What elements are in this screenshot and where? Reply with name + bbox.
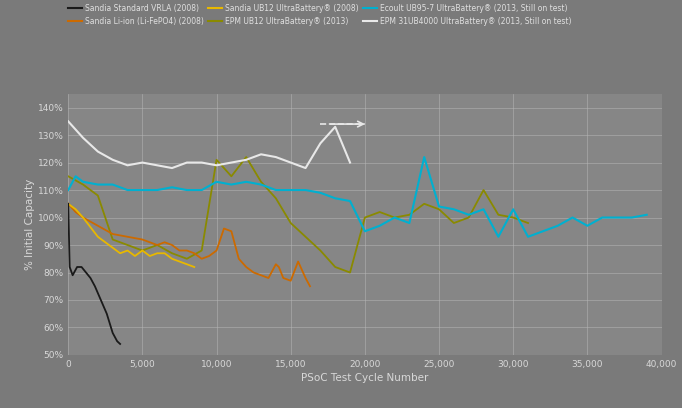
Y-axis label: % Initial Capacity: % Initial Capacity <box>25 179 35 270</box>
X-axis label: PSoC Test Cycle Number: PSoC Test Cycle Number <box>301 373 428 383</box>
Legend: Sandia Standard VRLA (2008), Sandia Li-ion (Li-FePO4) (2008), Sandia UB12 UltraB: Sandia Standard VRLA (2008), Sandia Li-i… <box>68 4 572 26</box>
